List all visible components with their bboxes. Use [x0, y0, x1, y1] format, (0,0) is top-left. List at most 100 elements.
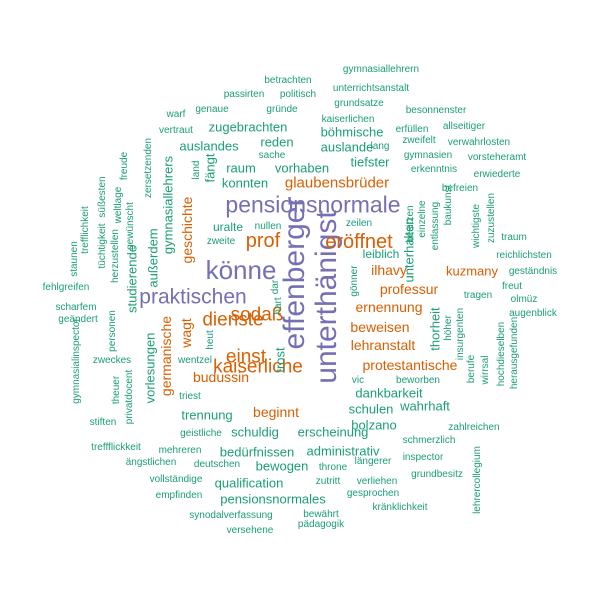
- word-beduerfnissen: bedürfnissen: [219, 444, 295, 460]
- word-allseitiger: allseitiger: [442, 121, 486, 132]
- word-inspector: inspector: [402, 452, 444, 463]
- word-olmuez: olmüz: [510, 294, 538, 305]
- word-ausserdem: außerdem: [145, 228, 161, 288]
- word-besonnenster: besonnenster: [405, 105, 467, 116]
- word-privatdocent: privatdocent: [124, 369, 135, 425]
- word-passirten: passirten: [223, 89, 265, 100]
- word-gewuenscht: gewünscht: [125, 202, 136, 250]
- word-auslande: auslande: [320, 139, 374, 155]
- word-gestaendnis: geständnis: [508, 266, 558, 277]
- word-konnten: konnten: [221, 175, 269, 191]
- word-theuer: theuer: [111, 375, 122, 405]
- word-befreien: befreien: [441, 183, 479, 194]
- word-glaubensbrueder: glaubensbrüder: [284, 174, 390, 192]
- word-laengerer: längerer: [354, 456, 392, 467]
- word-traum: traum: [501, 232, 527, 243]
- word-dankbarkeit: dankbarkeit: [355, 385, 423, 401]
- word-gymnasialinspector: gymnasialinspector: [71, 318, 82, 404]
- word-bolzano: bolzano: [351, 417, 397, 433]
- word-stiften: stiften: [89, 417, 117, 428]
- word-gymnasiallehrers: gymnasiallehrers: [160, 155, 176, 255]
- word-zutritt: zutritt: [315, 476, 341, 487]
- word-freut: freut: [501, 281, 523, 292]
- word-dar: dar: [270, 279, 281, 295]
- word-zweite: zweite: [206, 236, 236, 247]
- word-pensionsnormale: pensionsnormale: [225, 191, 401, 218]
- word-lehrercollegium: lehrercollegium: [472, 446, 483, 514]
- word-vollstaendige: vollständige: [149, 474, 203, 485]
- word-uralte: uralte: [212, 220, 244, 234]
- word-verliehen: verliehen: [356, 476, 398, 487]
- word-beworben: beworben: [396, 375, 440, 386]
- word-schmerzlich: schmerzlich: [402, 435, 456, 446]
- word-freude: freude: [119, 151, 130, 181]
- word-trennung: trennung: [181, 407, 233, 423]
- word-betrachten: betrachten: [264, 75, 312, 86]
- word-zersetzenden: zersetzenden: [143, 137, 154, 199]
- word-gesprochen: gesprochen: [346, 488, 400, 499]
- word-genaue: genaue: [195, 104, 229, 115]
- word-lehranstalt: lehranstalt: [350, 337, 416, 353]
- word-prof: prof: [245, 230, 281, 252]
- word-erfuellen: erfüllen: [395, 124, 429, 135]
- word-versehene: versehene: [226, 525, 274, 536]
- word-vertraut: vertraut: [159, 125, 193, 136]
- word-warf: warf: [166, 109, 186, 120]
- word-auslandes: auslandes: [179, 138, 239, 154]
- word-verwahrlosten: verwahrlosten: [447, 137, 511, 148]
- word-dienste: dienste: [202, 309, 264, 331]
- word-schulen: schulen: [348, 401, 394, 417]
- word-empfinden: empfinden: [155, 490, 203, 501]
- word-boehmische: böhmische: [320, 124, 384, 140]
- word-zweckes: zweckes: [92, 355, 132, 366]
- word-beginnt: beginnt: [253, 404, 299, 420]
- word-aengstlichen: ängstlichen: [125, 457, 177, 468]
- word-grundsatze: grundsatze: [334, 98, 384, 109]
- word-eroeffnet: eröffnet: [325, 231, 393, 253]
- word-geaendert: geändert: [58, 314, 98, 325]
- word-thorheit: thorheit: [427, 307, 443, 351]
- word-tiefster: tiefster: [350, 154, 390, 170]
- word-politisch: politisch: [279, 89, 317, 100]
- word-einzelne: einzelne: [417, 200, 428, 238]
- word-hochdieselben: hochdieselben: [496, 321, 507, 387]
- word-triest: triest: [179, 391, 201, 402]
- word-synodalverfassung: synodalverfassung: [189, 510, 273, 521]
- word-treffflickkeit: treffflickkeit: [91, 442, 141, 453]
- word-nullen: nullen: [254, 221, 282, 232]
- word-unterhalten: unterhalten: [401, 217, 417, 283]
- word-berufe: berufe: [466, 354, 477, 384]
- word-goenner: gönner: [349, 265, 360, 297]
- word-land: land: [191, 160, 202, 180]
- word-sache: sache: [258, 150, 286, 161]
- word-budussin: budussin: [192, 369, 250, 385]
- word-paedagogik: pädagogik: [297, 519, 345, 530]
- word-bewogen: bewogen: [255, 458, 309, 474]
- word-geschichte: geschichte: [179, 196, 195, 264]
- word-effenberger: effenberger: [278, 196, 311, 350]
- word-qualification: qualification: [214, 475, 284, 491]
- word-erkenntnis: erkenntnis: [410, 164, 458, 175]
- word-reden: reden: [260, 134, 294, 150]
- word-erwiederte: erwiederte: [473, 169, 521, 180]
- word-weltlage: weltlage: [113, 186, 124, 224]
- word-zeilen: zeilen: [345, 218, 373, 229]
- word-fehlgreifen: fehlgreifen: [42, 282, 90, 293]
- word-kuzmany: kuzmany: [445, 263, 499, 279]
- word-deutschen: deutschen: [193, 459, 241, 470]
- word-hart: hart: [273, 297, 284, 315]
- word-studierende: studierende: [124, 245, 140, 313]
- word-vorsteheramt: vorsteheramt: [467, 152, 527, 163]
- word-praktischen: praktischen: [139, 285, 247, 309]
- word-gymnasiallehrern: gymnasiallehrern: [342, 64, 420, 75]
- word-erscheinung: erscheinung: [297, 424, 369, 440]
- word-sodass: sodaß: [230, 304, 284, 326]
- word-ilhavy: ilhavy: [371, 262, 407, 278]
- word-trefflichkeit: trefflichkeit: [80, 206, 91, 254]
- word-zahlreichen: zahlreichen: [448, 422, 500, 433]
- word-geistliche: geistliche: [180, 428, 222, 439]
- word-heut: heut: [205, 330, 216, 350]
- word-vic: vic: [351, 375, 365, 386]
- word-zugebrachten: zugebrachten: [208, 119, 288, 135]
